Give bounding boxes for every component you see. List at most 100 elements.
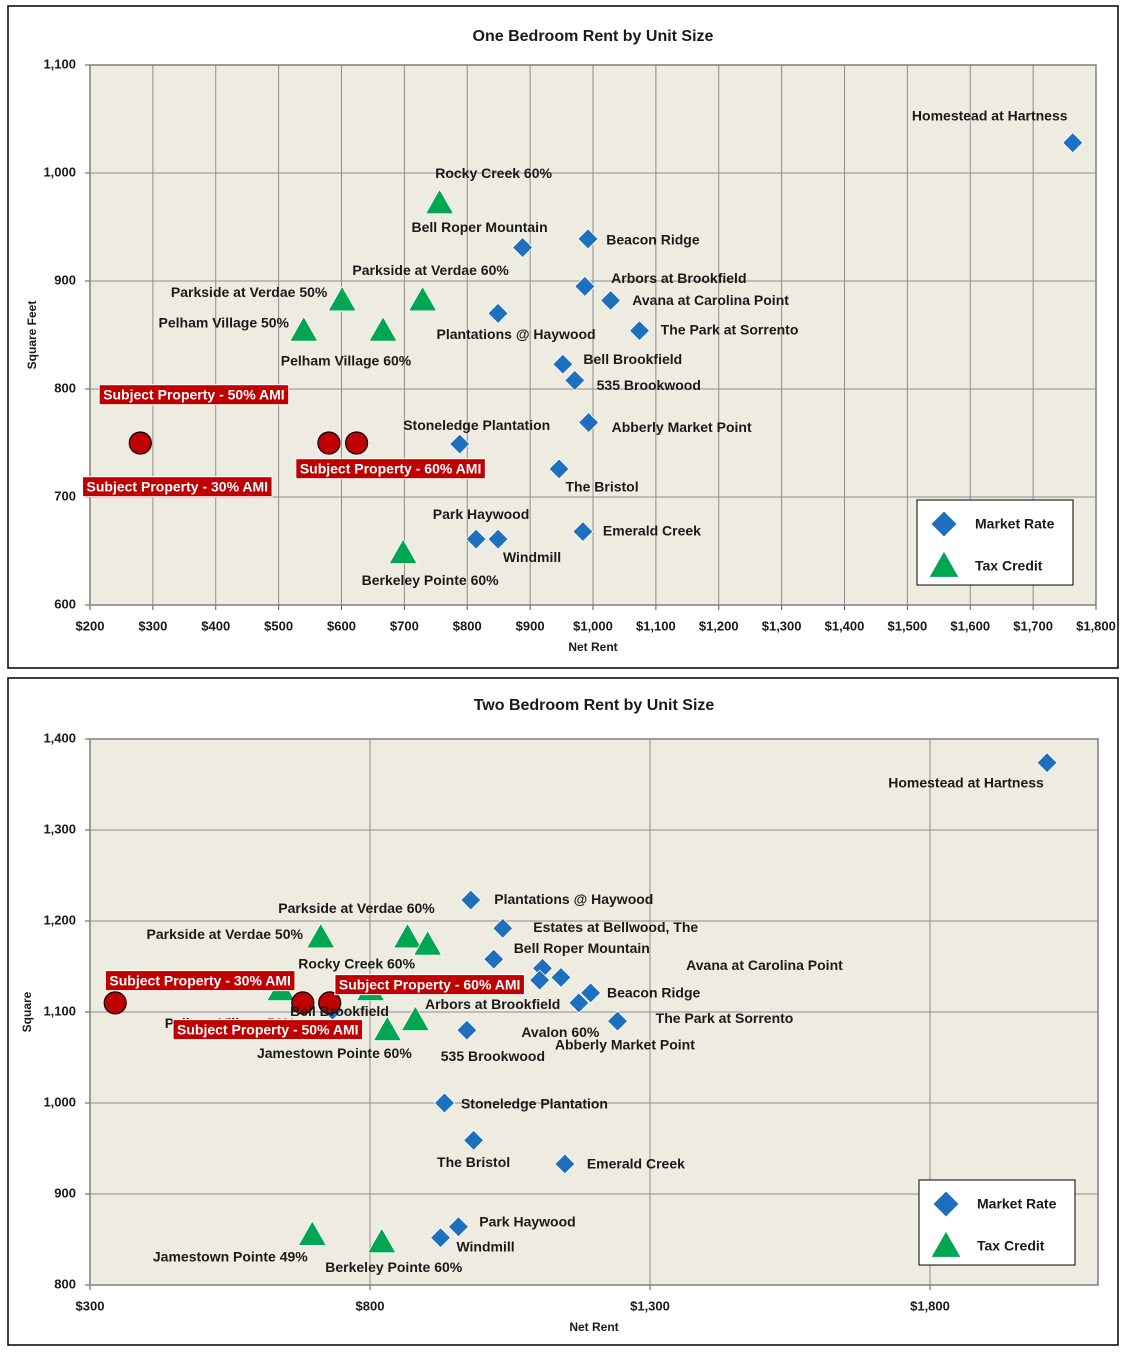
diamond-marker — [492, 917, 514, 939]
circle-marker — [318, 991, 342, 1015]
circle-marker — [291, 991, 315, 1015]
y-tick-label: 1,200 — [43, 912, 76, 927]
triangle-marker — [327, 285, 357, 312]
legend-marker — [930, 510, 958, 538]
triangle-marker — [388, 538, 418, 565]
x-tick-label: $400 — [201, 618, 230, 633]
triangle-marker — [392, 922, 423, 949]
x-tick-label: $500 — [264, 618, 293, 633]
x-tick-label: $1,100 — [636, 618, 676, 633]
point-label-box — [172, 1019, 364, 1041]
diamond-marker — [600, 289, 622, 312]
point-label: Beacon Ridge — [607, 985, 701, 1001]
x-tick-label: $300 — [138, 618, 167, 633]
diamond-marker — [606, 1010, 629, 1032]
point-label: Homestead at Hartness — [888, 774, 1044, 790]
diamond-marker — [1036, 752, 1058, 774]
point-label: Pelham Village 50% — [159, 314, 290, 330]
point-label: Bell Brookfield — [583, 351, 682, 367]
diamond-marker — [564, 369, 586, 391]
point-label: Arbors at Brookfield — [611, 270, 746, 286]
y-axis-label: Square — [20, 991, 34, 1032]
point-label: Avana at Carolina Point — [632, 292, 789, 308]
point-label: Parkside at Verdae 50% — [147, 926, 304, 942]
point-label: Homestead at Hartness — [912, 107, 1068, 123]
diamond-marker — [429, 1227, 452, 1249]
triangle-marker — [297, 1220, 328, 1246]
x-tick-label: $1,400 — [825, 618, 865, 633]
point-label: Subject Property - 60% AMI — [339, 977, 521, 993]
diamond-marker — [572, 520, 594, 543]
point-label: Plantations @ Haywood — [494, 891, 653, 907]
point-label: Emerald Creek — [603, 522, 701, 538]
point-label: Subject Property - 50% AMI — [177, 1022, 359, 1038]
triangle-marker — [289, 315, 319, 342]
point-label: Stoneledge Plantation — [403, 417, 550, 433]
y-tick-label: 700 — [54, 488, 76, 503]
diamond-marker — [568, 992, 590, 1014]
point-label: Bell Brookfield — [290, 1003, 389, 1019]
point-label: The Park at Sorrento — [656, 1010, 794, 1026]
diamond-marker — [552, 353, 574, 375]
x-tick-label: $1,000 — [573, 618, 613, 633]
triangle-marker — [306, 922, 336, 949]
legend-marker — [932, 1190, 960, 1218]
point-label-box — [295, 458, 486, 480]
circle-marker — [317, 431, 341, 455]
plot-border — [89, 64, 1097, 606]
diamond-marker — [554, 1153, 576, 1175]
diamond-marker — [628, 320, 651, 342]
y-tick-label: 800 — [54, 380, 76, 395]
diamond-marker — [578, 411, 600, 434]
triangle-marker — [412, 929, 443, 956]
diamond-marker — [447, 1216, 470, 1238]
x-tick-label: $1,200 — [699, 618, 739, 633]
y-tick-label: 1,100 — [43, 1003, 76, 1018]
point-label: Subject Property - 30% AMI — [109, 973, 291, 989]
point-label: Parkside at Verdae 60% — [278, 900, 435, 916]
point-label: Berkeley Pointe 60% — [362, 572, 500, 588]
x-axis-label: Net Rent — [569, 1320, 618, 1334]
point-label: Subject Property - 60% AMI — [300, 461, 482, 477]
x-tick-label: $1,300 — [762, 618, 802, 633]
y-tick-label: 1,000 — [43, 164, 76, 179]
point-label: Subject Property - 30% AMI — [87, 479, 269, 495]
point-label: Jamestown Pointe 60% — [257, 1045, 412, 1061]
diamond-marker — [577, 228, 599, 250]
triangle-marker — [400, 1005, 431, 1032]
y-tick-label: 900 — [54, 1185, 76, 1200]
point-label: Arbors at Brookfield — [425, 996, 560, 1012]
chart-title: One Bedroom Rent by Unit Size — [473, 28, 714, 45]
point-label-box — [98, 384, 290, 406]
x-tick-label: $700 — [390, 618, 419, 633]
point-label: Parkside at Verdae 50% — [171, 284, 328, 300]
point-label: The Park at Sorrento — [661, 321, 799, 337]
point-label-box — [82, 476, 273, 498]
point-label: Stoneledge Plantation — [461, 1096, 608, 1112]
diamond-marker — [548, 458, 570, 480]
triangle-marker — [407, 285, 438, 312]
diamond-marker — [550, 966, 572, 988]
diamond-marker — [1062, 132, 1084, 154]
diamond-marker — [460, 889, 482, 911]
point-label: Jamestown Pointe 49% — [153, 1249, 308, 1265]
point-label: Rocky Creek 60% — [298, 955, 415, 971]
x-tick-label: $600 — [327, 618, 356, 633]
triangle-marker — [372, 1015, 403, 1042]
point-label: Park Haywood — [479, 1213, 575, 1229]
point-label: Bell Roper Mountain — [514, 940, 650, 956]
point-label-box — [334, 974, 525, 996]
chart-title: Two Bedroom Rent by Unit Size — [474, 697, 715, 714]
circle-marker — [344, 431, 369, 455]
y-tick-label: 800 — [54, 1276, 76, 1291]
point-label: Abberly Market Point — [612, 419, 752, 435]
point-label: Avana at Carolina Point — [686, 957, 843, 973]
point-label: Abberly Market Point — [555, 1037, 695, 1053]
diamond-marker — [487, 302, 509, 324]
point-label: The Bristol — [565, 479, 638, 495]
point-label: Park Haywood — [433, 506, 529, 522]
diamond-marker — [465, 528, 487, 550]
x-tick-label: $900 — [516, 618, 545, 633]
